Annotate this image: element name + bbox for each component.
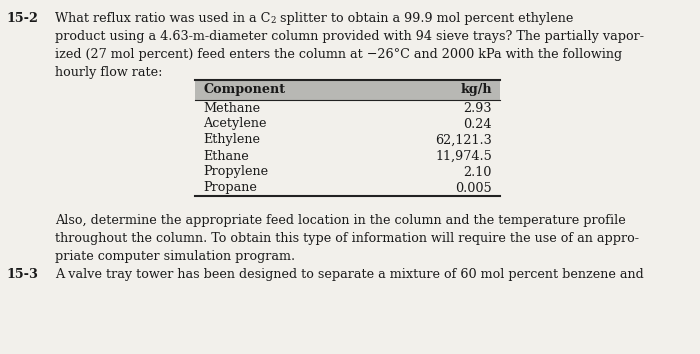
Text: Methane: Methane: [203, 102, 260, 114]
Text: 2: 2: [270, 16, 276, 25]
Text: priate computer simulation program.: priate computer simulation program.: [55, 250, 295, 263]
Text: hourly flow rate:: hourly flow rate:: [55, 66, 162, 79]
Bar: [195, 80, 500, 100]
Text: 0.005: 0.005: [455, 182, 492, 194]
Text: A valve tray tower has been designed to separate a mixture of 60 mol percent ben: A valve tray tower has been designed to …: [55, 268, 644, 281]
Text: 15-3: 15-3: [6, 268, 38, 281]
Text: Component: Component: [203, 84, 285, 97]
Text: product using a 4.63-m-diameter column provided with 94 sieve trays? The partial: product using a 4.63-m-diameter column p…: [55, 30, 644, 43]
Text: Propane: Propane: [203, 182, 257, 194]
Text: 62,121.3: 62,121.3: [435, 133, 492, 147]
Text: Also, determine the appropriate feed location in the column and the temperature : Also, determine the appropriate feed loc…: [55, 214, 626, 227]
Text: ized (27 mol percent) feed enters the column at −26°C and 2000 kPa with the foll: ized (27 mol percent) feed enters the co…: [55, 48, 622, 61]
Text: Ethane: Ethane: [203, 149, 248, 162]
Text: 2.93: 2.93: [463, 102, 492, 114]
Text: 11,974.5: 11,974.5: [435, 149, 492, 162]
Text: throughout the column. To obtain this type of information will require the use o: throughout the column. To obtain this ty…: [55, 232, 639, 245]
Text: 15-2: 15-2: [6, 12, 38, 25]
Text: 2.10: 2.10: [463, 166, 492, 178]
Text: What reflux ratio was used in a C: What reflux ratio was used in a C: [55, 12, 270, 25]
Text: 0.24: 0.24: [463, 118, 492, 131]
Text: kg/h: kg/h: [461, 84, 492, 97]
Text: Acetylene: Acetylene: [203, 118, 267, 131]
Text: splitter to obtain a 99.9 mol percent ethylene: splitter to obtain a 99.9 mol percent et…: [276, 12, 573, 25]
Text: Propylene: Propylene: [203, 166, 268, 178]
Text: Ethylene: Ethylene: [203, 133, 260, 147]
